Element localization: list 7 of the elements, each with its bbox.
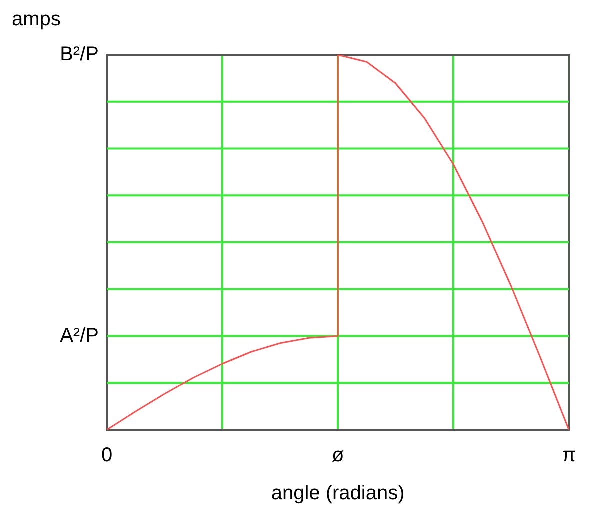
x-tick-label: 0 <box>101 444 113 467</box>
ref-line-label: A²/P <box>60 324 99 347</box>
x-tick-label: π <box>562 444 576 467</box>
y-axis-title: amps <box>12 8 61 31</box>
x-tick-label: ø <box>332 444 344 467</box>
x-axis-title: angle (radians) <box>271 482 405 505</box>
text: B²/P <box>60 44 99 66</box>
